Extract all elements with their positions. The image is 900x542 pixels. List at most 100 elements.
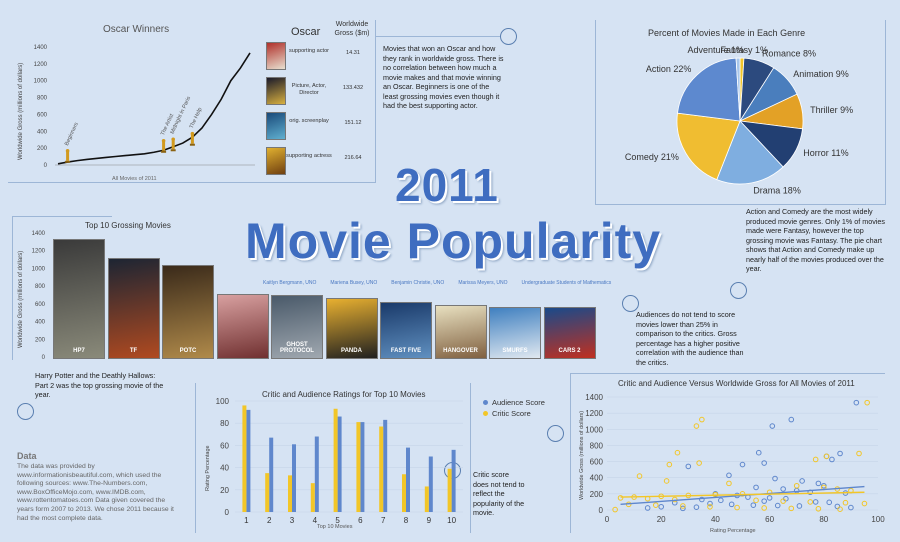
critic-bar bbox=[288, 475, 292, 512]
trophy-body bbox=[66, 151, 70, 161]
oscar-y-tick-label: 400 bbox=[37, 129, 48, 135]
critic-bar bbox=[242, 405, 247, 512]
ratings-chart-title: Critic and Audience Ratings for Top 10 M… bbox=[262, 390, 426, 399]
divider bbox=[885, 20, 886, 205]
callout-bubble bbox=[730, 282, 747, 299]
oscar-movie-poster bbox=[266, 112, 286, 140]
ratings-x-tick-label: 6 bbox=[358, 516, 363, 525]
audience-point bbox=[853, 399, 860, 406]
scatter-x-tick-label: 0 bbox=[605, 515, 610, 524]
critic-point bbox=[734, 504, 740, 511]
top10-movie-poster: POTC bbox=[162, 264, 214, 359]
ratings-x-tick-label: 2 bbox=[267, 516, 272, 525]
ratings-x-tick-label: 8 bbox=[404, 516, 409, 525]
ratings-bar-chart: 0 20 40 60 80 100 1 2 3 4 5 6 7 8 9 10 Rating Percentag… bbox=[205, 397, 463, 530]
oscar-y-axis-label: Worldwide Gross (millions of dollars) bbox=[18, 63, 24, 160]
divider bbox=[195, 383, 196, 533]
critic-trendline bbox=[620, 491, 865, 498]
critic-point bbox=[696, 460, 702, 466]
oscar-trophy-icon bbox=[161, 138, 167, 153]
legend-swatch-critic bbox=[483, 411, 488, 416]
poster-title-text: GHOST PROTOCOL bbox=[280, 342, 314, 354]
audience-point bbox=[799, 478, 805, 484]
critic-point bbox=[636, 473, 643, 479]
trophy-base bbox=[189, 143, 195, 146]
audience-point bbox=[685, 463, 692, 470]
pie-slice-label: Fantasy 1% bbox=[720, 45, 768, 55]
ratings-y-tick-label: 100 bbox=[216, 397, 230, 406]
oscar-table-header: Oscar bbox=[291, 26, 321, 38]
oscar-gross-value: 133.432 bbox=[342, 85, 364, 91]
callout-bubble bbox=[622, 295, 639, 312]
author-name: Undergraduate Students of Mathematics bbox=[521, 280, 612, 286]
legend-swatch-audience bbox=[483, 400, 488, 405]
ratings-x-tick-label: 5 bbox=[335, 516, 340, 525]
ratings-y-tick-label: 80 bbox=[220, 419, 229, 428]
oscar-movie-poster bbox=[266, 147, 286, 175]
pie-slice-label: Animation 9% bbox=[793, 69, 849, 79]
audience-point bbox=[834, 503, 841, 510]
oscar-y-tick-label: 1000 bbox=[34, 79, 48, 85]
trophy-head bbox=[171, 137, 175, 142]
title-subtitle: Movie Popularity bbox=[245, 213, 662, 269]
authors-row: Kaitlyn Bergmann, UNO Mariena Busey, UNO B… bbox=[263, 280, 611, 286]
poster-title-text: CARS 2 bbox=[558, 347, 581, 354]
ratings-legend: Audience Score Critic Score bbox=[483, 397, 545, 419]
scatter-y-axis-label: Worldwide Gross (millions of dollars) bbox=[579, 411, 585, 500]
audience-bar bbox=[337, 416, 342, 512]
genre-pie-chart: Fantasy 1%Romance 8% Animation 9% Thriller… bbox=[625, 45, 853, 196]
top10-movie-poster: SMURFS bbox=[489, 307, 541, 359]
oscar-award-category: orig. screenplay bbox=[289, 118, 329, 124]
ratings-x-tick-label: 7 bbox=[381, 516, 386, 525]
trophy-head bbox=[65, 149, 70, 153]
critic-point bbox=[674, 449, 681, 456]
pie-slice bbox=[676, 112, 741, 181]
audience-point bbox=[796, 503, 803, 509]
oscar-trophy-icon bbox=[189, 131, 195, 146]
critic-note: Critic score does not tend to reflect th… bbox=[473, 470, 525, 517]
oscar-note: Movies that won an Oscar and how they ra… bbox=[383, 44, 505, 111]
scatter-x-tick-label: 100 bbox=[871, 515, 885, 524]
oscar-note-text: Movies that won an Oscar and how they ra… bbox=[383, 44, 504, 110]
ratings-y-tick-label: 20 bbox=[220, 486, 229, 495]
harry-potter-note: Harry Potter and the Deathly Hallows: Pa… bbox=[35, 371, 164, 399]
author-name: Kaitlyn Bergmann, UNO bbox=[263, 280, 317, 286]
poster-title-text: PANDA bbox=[341, 347, 362, 354]
critic-point bbox=[780, 498, 786, 504]
top10-poster-chart: 0 200 400 600 800 1000 1200 1400 Worldwide Gros… bbox=[18, 231, 46, 361]
critic-point bbox=[707, 503, 713, 510]
oscar-annotation-label: The Help bbox=[189, 107, 204, 130]
audience-point bbox=[680, 505, 686, 512]
audience-point bbox=[761, 498, 767, 504]
oscar-trophy-icon bbox=[65, 149, 71, 163]
poster-title-text: HP7 bbox=[73, 347, 85, 354]
pie-slice-label: Adventure 1% bbox=[687, 45, 744, 55]
trophy-head bbox=[190, 131, 195, 136]
callout-bubble bbox=[500, 28, 517, 45]
audience-point bbox=[755, 449, 762, 456]
oscar-gross-value: 216.64 bbox=[344, 155, 362, 161]
trophy-body bbox=[162, 141, 166, 151]
trophy-head bbox=[161, 138, 166, 143]
trophy-base bbox=[65, 160, 71, 163]
scatter-x-axis-label: Rating Percentage bbox=[710, 528, 756, 534]
scatter-y-tick-label: 200 bbox=[590, 490, 604, 499]
top10-y-tick-label: 400 bbox=[35, 320, 46, 326]
divider bbox=[12, 216, 13, 360]
pie-slice-label: Thriller 9% bbox=[810, 105, 853, 115]
callout-bubble bbox=[547, 425, 564, 442]
critic-point bbox=[761, 505, 767, 511]
critic-point bbox=[680, 503, 686, 509]
divider bbox=[570, 373, 571, 533]
gross-table-header: Worldwide Gross ($m) bbox=[334, 21, 370, 37]
oscar-award-category: supporting actress bbox=[286, 153, 332, 159]
divider bbox=[595, 204, 885, 205]
audience-point bbox=[821, 482, 827, 489]
audience-point bbox=[753, 484, 759, 491]
critic-point bbox=[812, 456, 819, 463]
critic-point bbox=[612, 506, 618, 513]
divider bbox=[570, 373, 885, 374]
top10-movie-poster: CARS 2 bbox=[543, 307, 596, 359]
scatter-x-tick-label: 40 bbox=[711, 515, 720, 524]
